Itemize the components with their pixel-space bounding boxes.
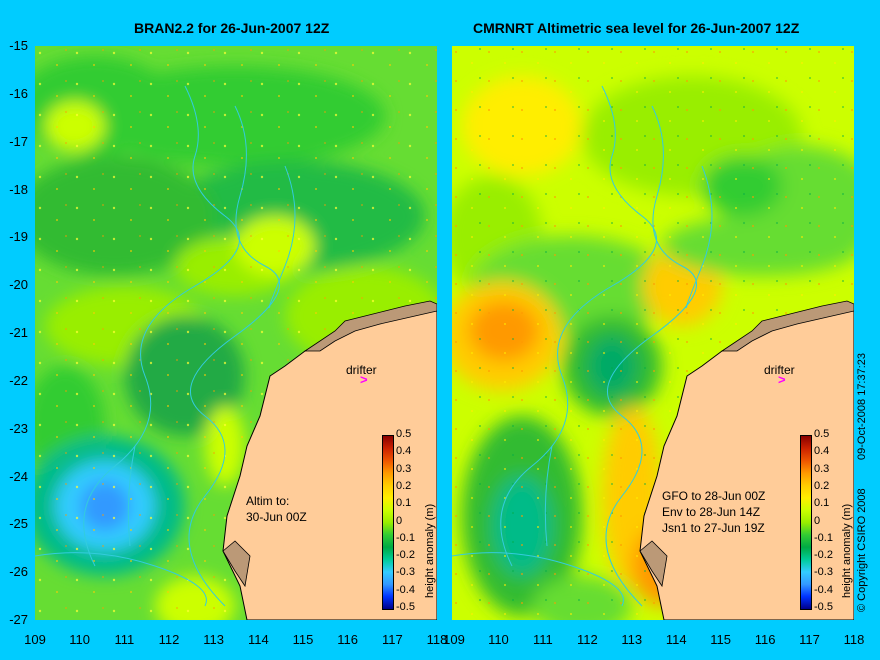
colorbar-tick-label: 0.5 bbox=[814, 428, 830, 440]
colorbar-tick-label: 0.5 bbox=[396, 428, 412, 440]
colorbar-tick-label: 0.4 bbox=[396, 445, 412, 458]
left-colorbar-title: height anomaly (m) bbox=[424, 503, 436, 598]
copyright-text: © Copyright CSIRO 2008 bbox=[856, 488, 868, 612]
right-sea-level-map bbox=[442, 46, 880, 636]
colorbar-tick-label: -0.4 bbox=[814, 583, 833, 596]
colorbar-tick-label: -0.1 bbox=[396, 531, 415, 544]
y-tick-label: -27 bbox=[9, 612, 28, 627]
x-tick-label: 117 bbox=[799, 632, 820, 647]
colorbar-tick-label: 0.2 bbox=[814, 479, 830, 492]
left-map-panel bbox=[15, 46, 445, 636]
left-panel-title: BRAN2.2 for 26-Jun-2007 12Z bbox=[134, 20, 330, 36]
y-tick-label: -24 bbox=[9, 468, 28, 484]
y-tick-label: -16 bbox=[9, 85, 28, 101]
colorbar-tick-label: 0.3 bbox=[814, 462, 830, 475]
colorbar-tick-label: -0.5 bbox=[396, 601, 415, 613]
right-colorbar-title: height anomaly (m) bbox=[841, 503, 853, 598]
right-colorbar bbox=[800, 435, 812, 610]
x-tick-label: 118 bbox=[843, 632, 865, 647]
left-colorbar bbox=[382, 435, 394, 610]
colorbar-tick-label: 0.2 bbox=[396, 479, 412, 492]
colorbar-tick-label: -0.3 bbox=[814, 566, 833, 579]
x-tick-label: 110 bbox=[69, 632, 91, 647]
right-map-panel bbox=[442, 46, 880, 636]
colorbar-tick-label: -0.3 bbox=[396, 566, 415, 579]
x-tick-label: 111 bbox=[532, 632, 553, 647]
y-tick-label: -25 bbox=[9, 516, 28, 532]
y-tick-label: -20 bbox=[9, 277, 28, 293]
x-tick-label: 115 bbox=[292, 632, 314, 647]
x-tick-label: 113 bbox=[203, 632, 225, 647]
x-tick-label: 109 bbox=[24, 632, 46, 647]
colorbar-tick-label: 0.3 bbox=[396, 462, 412, 475]
y-tick-label: -15 bbox=[9, 38, 28, 53]
colorbar-tick-label: -0.2 bbox=[396, 549, 415, 562]
right-note-line-2: Env to 28-Jun 14Z bbox=[662, 505, 761, 519]
colorbar-tick-label: 0 bbox=[396, 514, 403, 527]
x-tick-label: 115 bbox=[710, 632, 732, 647]
colorbar-tick-label: -0.5 bbox=[814, 601, 833, 613]
colorbar-tick-label: 0.1 bbox=[814, 497, 830, 510]
x-tick-label: 111 bbox=[114, 632, 135, 647]
right-altimetry-note: GFO to 28-Jun 00Z Env to 28-Jun 14Z Jsn1… bbox=[662, 488, 765, 536]
y-tick-label: -23 bbox=[9, 420, 28, 436]
y-tick-label: -21 bbox=[9, 325, 28, 340]
left-note-line-1: Altim to: bbox=[246, 494, 290, 508]
colorbar-tick-label: -0.2 bbox=[814, 549, 833, 562]
x-tick-label: 114 bbox=[247, 632, 269, 647]
right-drifter-marker: > bbox=[778, 372, 786, 387]
x-tick-label: 112 bbox=[158, 632, 180, 647]
x-tick-label: 112 bbox=[576, 632, 598, 647]
colorbar-tick-label: 0.1 bbox=[396, 497, 412, 510]
x-tick-label: 109 bbox=[443, 632, 465, 647]
right-panel-title: CMRNRT Altimetric sea level for 26-Jun-2… bbox=[473, 20, 800, 36]
y-tick-label: -26 bbox=[9, 564, 28, 580]
left-altimetry-note: Altim to: 30-Jun 00Z bbox=[246, 493, 307, 525]
left-drifter-marker: > bbox=[360, 372, 368, 387]
y-tick-label: -18 bbox=[9, 181, 28, 197]
timestamp-text: 09-Oct-2008 17:37:23 bbox=[856, 352, 868, 460]
y-tick-label: -19 bbox=[9, 229, 28, 245]
x-tick-label: 110 bbox=[488, 632, 509, 647]
right-note-line-1: GFO to 28-Jun 00Z bbox=[662, 489, 766, 503]
colorbar-tick-label: -0.1 bbox=[814, 531, 833, 544]
right-drifter-label: drifter bbox=[764, 363, 795, 377]
colorbar-tick-label: 0.4 bbox=[814, 445, 830, 458]
left-drifter-label: drifter bbox=[346, 363, 377, 377]
x-tick-label: 113 bbox=[621, 632, 643, 647]
colorbar-tick-label: 0 bbox=[814, 514, 821, 527]
x-tick-label: 116 bbox=[754, 632, 776, 647]
y-tick-label: -17 bbox=[9, 133, 28, 149]
left-note-line-2: 30-Jun 00Z bbox=[246, 510, 307, 524]
left-sea-level-map bbox=[15, 46, 445, 636]
x-tick-label: 116 bbox=[337, 632, 359, 647]
colorbar-tick-label: -0.4 bbox=[396, 583, 415, 596]
x-tick-label: 118 bbox=[426, 632, 448, 647]
x-tick-label: 117 bbox=[381, 632, 403, 647]
x-tick-label: 114 bbox=[665, 632, 687, 647]
y-tick-label: -22 bbox=[9, 372, 28, 388]
right-note-line-3: Jsn1 to 27-Jun 19Z bbox=[662, 521, 765, 535]
